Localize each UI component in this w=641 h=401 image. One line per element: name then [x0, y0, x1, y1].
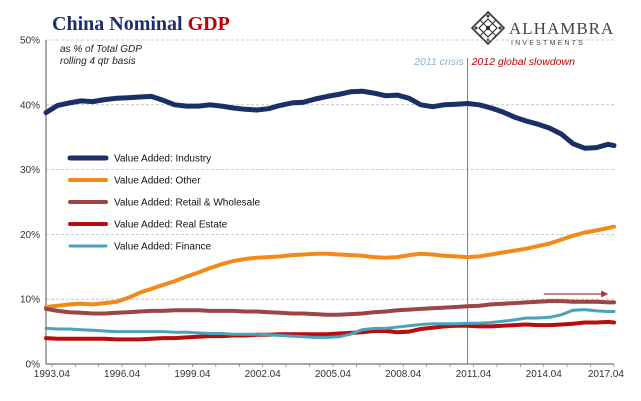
y-tick-label: 20%: [20, 230, 40, 241]
x-tick-label: 2008.04: [385, 369, 422, 380]
legend-label-3: Value Added: Real Estate: [114, 220, 228, 231]
y-tick-label: 30%: [20, 165, 40, 176]
legend-label-4: Value Added: Finance: [114, 242, 212, 253]
series-line-4: [44, 308, 616, 339]
series-line-0: [43, 88, 617, 151]
plot-area: 0% 10% 20% 30% 40% 50% 1993.04 1996.04 1999.04 20…: [20, 36, 624, 381]
legend: Value Added: Industry Value Added: Other V…: [67, 154, 260, 253]
x-tick-label: 2017.04: [588, 369, 625, 380]
x-tick-label: 1999.04: [174, 369, 211, 380]
x-tick-label: 2005.04: [315, 369, 352, 380]
chart-title-part2: GDP: [188, 13, 230, 35]
chart-title: China Nominal GDP: [52, 13, 230, 35]
annotation-2012-slowdown: 2012 global slowdown: [471, 56, 575, 68]
diamond-lattice-logo-icon: [470, 10, 506, 46]
series-line-3: [44, 319, 616, 342]
y-tick-label: 0%: [26, 360, 41, 371]
annotation-2011-crisis: 2011 crisis: [413, 56, 464, 68]
y-tick-label: 50%: [20, 36, 40, 47]
x-tick-label: 2011.04: [456, 369, 492, 380]
brand-logo: ALHAMBRA INVESTMENTS: [470, 10, 614, 47]
legend-label-1: Value Added: Other: [114, 176, 201, 187]
series-line-2: [44, 299, 616, 317]
brand-name: ALHAMBRA: [509, 19, 614, 38]
y-tick-label: 40%: [20, 100, 40, 111]
y-tick-label: 10%: [20, 295, 40, 306]
trend-arrow-head: [601, 290, 609, 298]
x-tick-label: 2002.04: [245, 369, 282, 380]
chart-subtitle-line2: rolling 4 qtr basis: [60, 56, 136, 67]
x-tick-label: 2014.04: [526, 369, 563, 380]
x-tick-label: 1993.04: [34, 369, 71, 380]
brand-sub: INVESTMENTS: [511, 40, 585, 47]
chart-subtitle-line1: as % of Total GDP: [60, 44, 142, 55]
legend-label-0: Value Added: Industry: [114, 154, 211, 165]
x-tick-label: 1996.04: [104, 369, 141, 380]
chart-title-part1: China Nominal: [52, 13, 188, 35]
legend-label-2: Value Added: Retail & Wholesale: [114, 198, 260, 209]
series-line-1: [44, 224, 616, 309]
